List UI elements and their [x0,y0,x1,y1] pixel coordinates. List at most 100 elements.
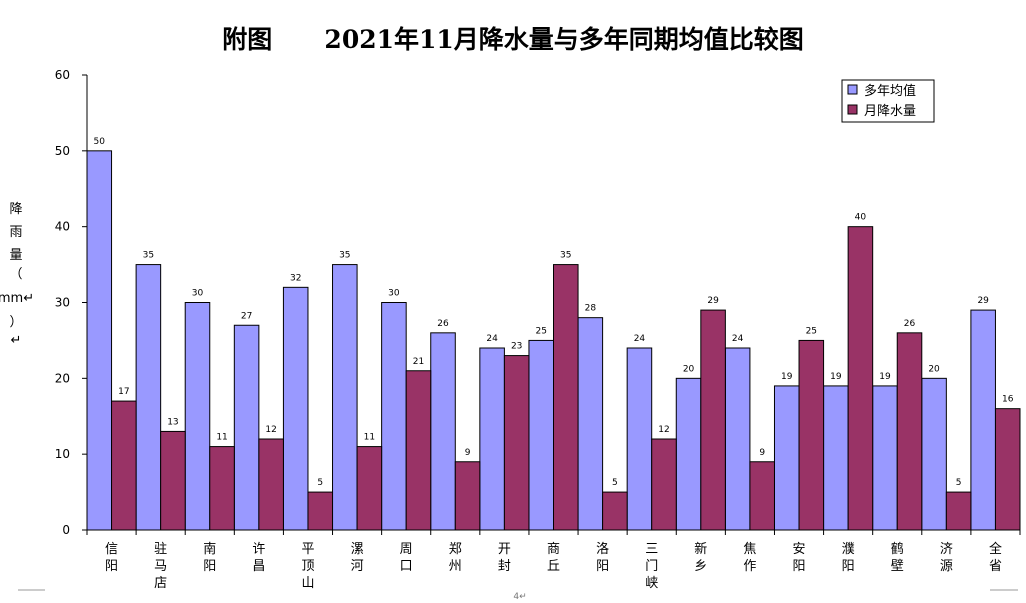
category-label: 鹤壁 [891,541,904,574]
data-label: 32 [290,273,301,283]
bar-average-0 [86,150,113,531]
category-label: 新乡 [694,541,707,574]
bar-monthly-1 [160,430,186,531]
data-label: 13 [167,417,178,427]
data-label: 5 [317,478,323,488]
bar-average-15 [823,385,849,531]
legend-swatch [847,104,858,115]
data-label: 35 [560,251,571,261]
data-label: 24 [634,334,646,344]
bar-average-18 [970,309,996,531]
y-tick-label: 10 [55,447,70,461]
data-label: 19 [830,372,842,382]
bar-average-5 [332,264,358,531]
y-tick-label: 40 [55,220,70,234]
y-axis-label-char: 量 [9,248,22,263]
category-label: 信阳 [105,542,118,574]
bar-monthly-4 [307,491,334,531]
bar-monthly-0 [111,400,137,531]
data-label: 28 [585,304,597,314]
data-label: 29 [977,296,989,306]
category-label: 焦作 [743,542,756,574]
bar-monthly-10 [602,491,628,531]
data-label: 35 [143,251,154,261]
legend-swatch [847,84,858,95]
bar-average-6 [381,302,407,531]
page-footer: 4↵ [18,589,1018,602]
data-label: 5 [612,478,618,488]
data-label: 19 [781,372,793,382]
bar-average-7 [430,332,456,531]
y-tick-label: 50 [55,144,70,158]
bar-monthly-13 [749,461,775,531]
y-axis-label-char: （ [9,267,22,282]
bar-monthly-8 [503,355,530,531]
bar-average-13 [724,347,751,531]
y-axis-label-char: 雨 [9,225,22,240]
data-label: 21 [413,357,424,367]
bar-monthly-3 [258,438,284,531]
bar-monthly-11 [651,438,677,531]
bar-monthly-15 [847,226,874,531]
chart-title: 附图 2021年11月降水量与多年同期均值比较图 [222,25,804,54]
category-label: 平顶山 [301,542,314,591]
bar-monthly-12 [700,309,726,531]
data-label: 11 [364,433,375,443]
bar-monthly-16 [896,332,923,531]
data-label: 30 [192,289,204,299]
data-label: 24 [732,334,744,344]
y-tick-label: 60 [55,68,70,82]
category-label: 郑州 [449,542,462,574]
bar-monthly-6 [405,370,432,531]
bar-average-9 [528,339,555,531]
bar-monthly-9 [553,264,579,531]
bar-average-14 [773,385,800,531]
data-label: 25 [806,326,817,336]
page-number-mark: 4↵ [513,592,526,602]
data-label: 16 [1002,395,1014,405]
data-label: 5 [956,478,962,488]
category-label: 开封 [498,542,511,574]
legend-label: 月降水量 [864,104,916,119]
bar-average-10 [577,317,604,531]
bar-monthly-14 [798,339,825,531]
category-label: 济源 [940,542,953,574]
data-label: 19 [879,372,891,382]
bar-average-16 [872,385,898,531]
category-label: 全省 [989,541,1002,574]
category-label: 洛阳 [596,542,609,574]
data-label: 9 [759,448,765,458]
data-label: 20 [683,364,695,374]
bar-monthly-17 [945,491,972,531]
category-label: 濮阳 [842,542,855,574]
data-label: 35 [339,251,350,261]
bar-average-4 [282,286,309,531]
category-label: 安阳 [793,542,806,574]
y-tick-label: 30 [55,296,70,310]
data-label: 20 [928,364,940,374]
category-label: 周口 [400,542,413,574]
data-label: 25 [535,326,546,336]
bar-monthly-7 [454,461,481,531]
bar-average-8 [479,347,505,531]
category-labels-group: 信阳 驻马店 南阳 许昌 平顶山 漯河 周口 郑州 开封 商丘 洛阳 三门峡 新乡 焦作 安阳 濮阳 鹤壁 济源 全… [105,541,1002,591]
bar-average-3 [233,324,260,531]
y-axis-label-char: mm↵ [0,291,34,306]
category-label: 许昌 [252,542,265,574]
data-label: 11 [216,433,227,443]
bar-average-17 [921,377,947,531]
data-label: 27 [241,311,252,321]
y-axis-label-char: ） [9,315,22,330]
bar-average-12 [675,377,702,531]
category-label: 漯河 [351,542,364,574]
bar-average-1 [135,264,162,531]
data-label: 40 [855,213,867,223]
bar-monthly-2 [209,446,235,531]
category-label: 驻马店 [154,542,167,591]
y-axis-label: 降雨量 （ mm↵ ） ↵ [0,202,34,348]
data-label: 30 [388,289,400,299]
y-axis-label-char: ↵ [11,333,22,348]
data-label: 26 [904,319,916,329]
